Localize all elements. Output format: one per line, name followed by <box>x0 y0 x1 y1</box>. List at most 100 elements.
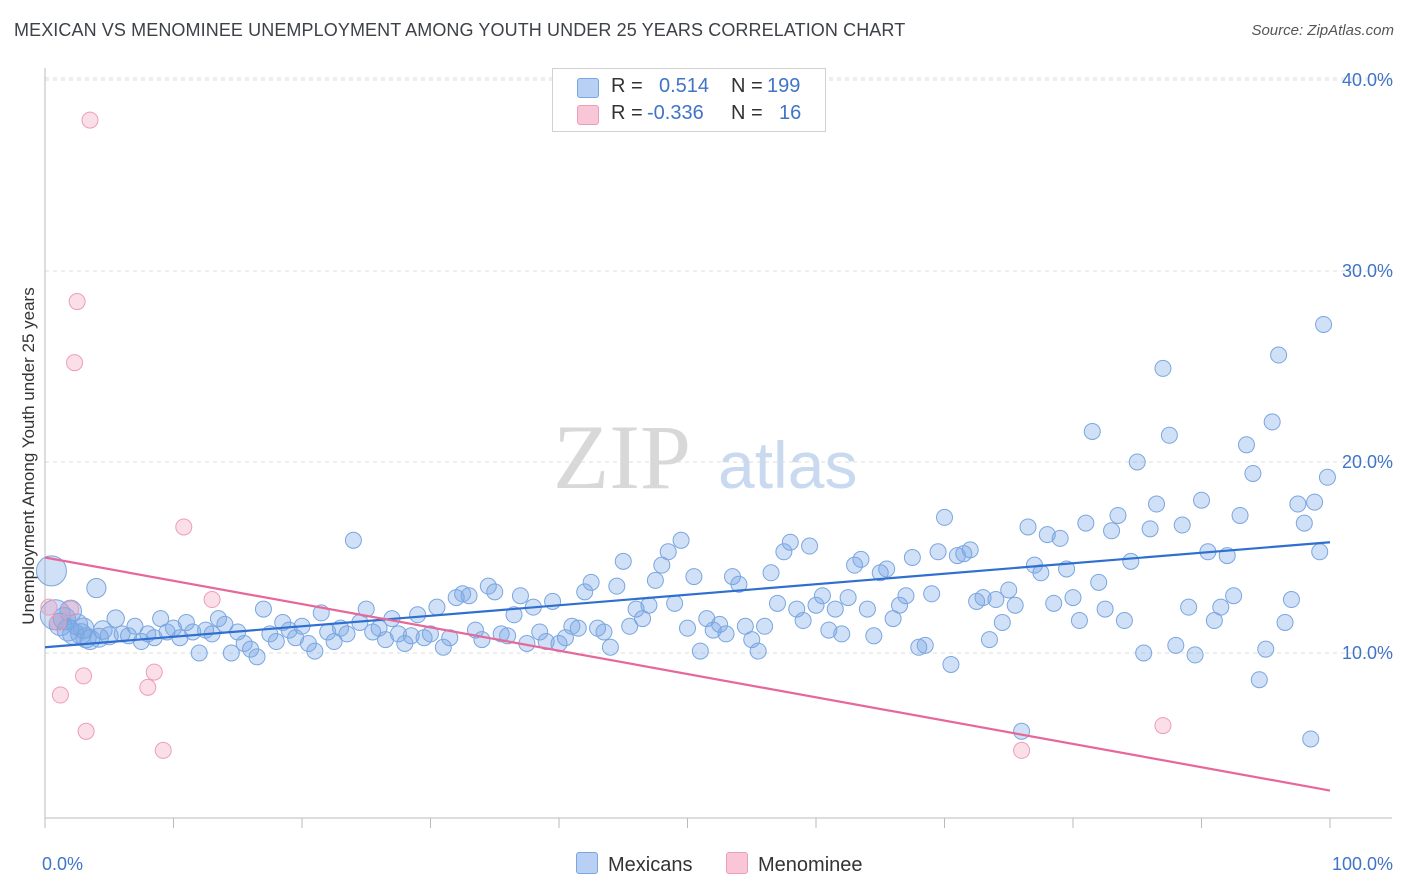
point-mexicans <box>801 537 819 555</box>
point-mexicans <box>1270 346 1288 364</box>
point-mexicans <box>344 531 362 549</box>
point-mexicans <box>781 533 799 551</box>
data-points <box>35 111 1336 759</box>
source-label: Source: ZipAtlas.com <box>1251 22 1394 39</box>
point-mexicans <box>537 633 555 651</box>
point-mexicans <box>1154 359 1172 377</box>
point-mexicans <box>1096 600 1114 618</box>
point-mexicans <box>1289 495 1307 513</box>
point-mexicans <box>190 644 208 662</box>
point-mexicans <box>621 617 639 635</box>
point-mexicans <box>961 541 979 559</box>
point-mexicans <box>1103 522 1121 540</box>
point-mexicans <box>640 596 658 614</box>
point-mexicans <box>679 619 696 637</box>
point-mexicans <box>1231 506 1249 524</box>
point-mexicans <box>357 600 375 618</box>
point-mexicans <box>1051 529 1069 547</box>
point-mexicans <box>1141 520 1159 538</box>
legend-swatch-menominee <box>577 105 599 125</box>
point-mexicans <box>1013 722 1031 740</box>
point-mexicans <box>1109 506 1127 524</box>
point-mexicans <box>177 613 195 631</box>
point-menominee <box>51 686 69 704</box>
y-tick-label: 30.0% <box>1342 261 1393 281</box>
point-mexicans <box>428 598 446 616</box>
point-mexicans <box>473 631 491 649</box>
point-menominee <box>1013 741 1031 759</box>
point-mexicans <box>730 575 748 593</box>
point-mexicans <box>1038 526 1056 544</box>
point-mexicans <box>833 625 851 643</box>
point-mexicans <box>691 642 709 660</box>
point-mexicans <box>980 631 998 649</box>
point-mexicans <box>1237 436 1255 454</box>
point-mexicans <box>826 600 844 618</box>
point-mexicans <box>768 594 786 612</box>
point-menominee <box>175 518 193 536</box>
point-mexicans <box>511 587 529 605</box>
point-mexicans <box>248 648 266 666</box>
point-menominee <box>203 591 221 609</box>
point-mexicans <box>1263 413 1281 431</box>
point-menominee <box>68 293 86 311</box>
point-mexicans <box>531 623 549 641</box>
point-mexicans <box>1315 315 1333 333</box>
grid-lines <box>45 77 1392 654</box>
legend-item-mexicans: Mexicans <box>576 852 692 877</box>
point-mexicans <box>576 583 594 601</box>
point-mexicans <box>59 599 82 623</box>
point-menominee <box>40 598 58 616</box>
y-tick-label: 10.0% <box>1342 643 1393 663</box>
point-mexicans <box>987 591 1005 609</box>
point-mexicans <box>685 568 703 586</box>
point-mexicans <box>563 617 581 635</box>
point-menominee <box>1154 717 1172 735</box>
y-tick-label: 20.0% <box>1342 452 1393 472</box>
point-mexicans <box>749 642 767 660</box>
point-mexicans <box>1212 598 1230 616</box>
point-mexicans <box>126 617 144 635</box>
point-mexicans <box>807 596 825 614</box>
point-mexicans <box>614 552 632 570</box>
legend-swatch-menominee <box>726 852 748 874</box>
legend-n-value: 199 <box>767 75 801 97</box>
point-mexicans <box>409 606 427 624</box>
point-menominee <box>139 678 157 696</box>
point-mexicans <box>711 615 729 633</box>
point-mexicans <box>1115 612 1133 630</box>
point-mexicans <box>891 596 909 614</box>
point-mexicans <box>460 587 478 605</box>
legend-n-label: N = <box>731 75 763 97</box>
point-mexicans <box>865 627 883 645</box>
point-mexicans <box>1122 552 1140 570</box>
point-mexicans <box>422 625 439 643</box>
point-mexicans <box>338 625 356 643</box>
point-mexicans <box>1257 640 1275 658</box>
point-mexicans <box>1311 543 1329 561</box>
point-mexicans <box>646 571 664 589</box>
point-menominee <box>49 613 67 631</box>
point-mexicans <box>666 594 684 612</box>
point-mexicans <box>858 600 876 618</box>
point-mexicans <box>942 655 960 673</box>
point-mexicans <box>306 642 324 660</box>
point-mexicans <box>1045 594 1063 612</box>
point-mexicans <box>434 638 452 656</box>
point-mexicans <box>1160 426 1178 444</box>
point-mexicans <box>627 600 645 618</box>
tick-labels: 10.0% 20.0% 30.0% 40.0% 0.0% 100.0% <box>42 70 1393 874</box>
point-mexicans <box>704 621 722 639</box>
point-mexicans <box>929 543 947 561</box>
legend-r-label: R = <box>611 102 643 124</box>
point-mexicans <box>897 587 915 605</box>
point-mexicans <box>936 508 953 526</box>
point-mexicans <box>35 555 67 587</box>
point-mexicans <box>1225 587 1243 605</box>
watermark-zip: ZIP <box>553 406 691 508</box>
point-mexicans <box>1276 613 1294 631</box>
point-mexicans <box>846 556 864 574</box>
point-mexicans <box>659 543 677 561</box>
x-tick-label: 100.0% <box>1332 854 1393 874</box>
point-mexicans <box>1000 581 1018 599</box>
